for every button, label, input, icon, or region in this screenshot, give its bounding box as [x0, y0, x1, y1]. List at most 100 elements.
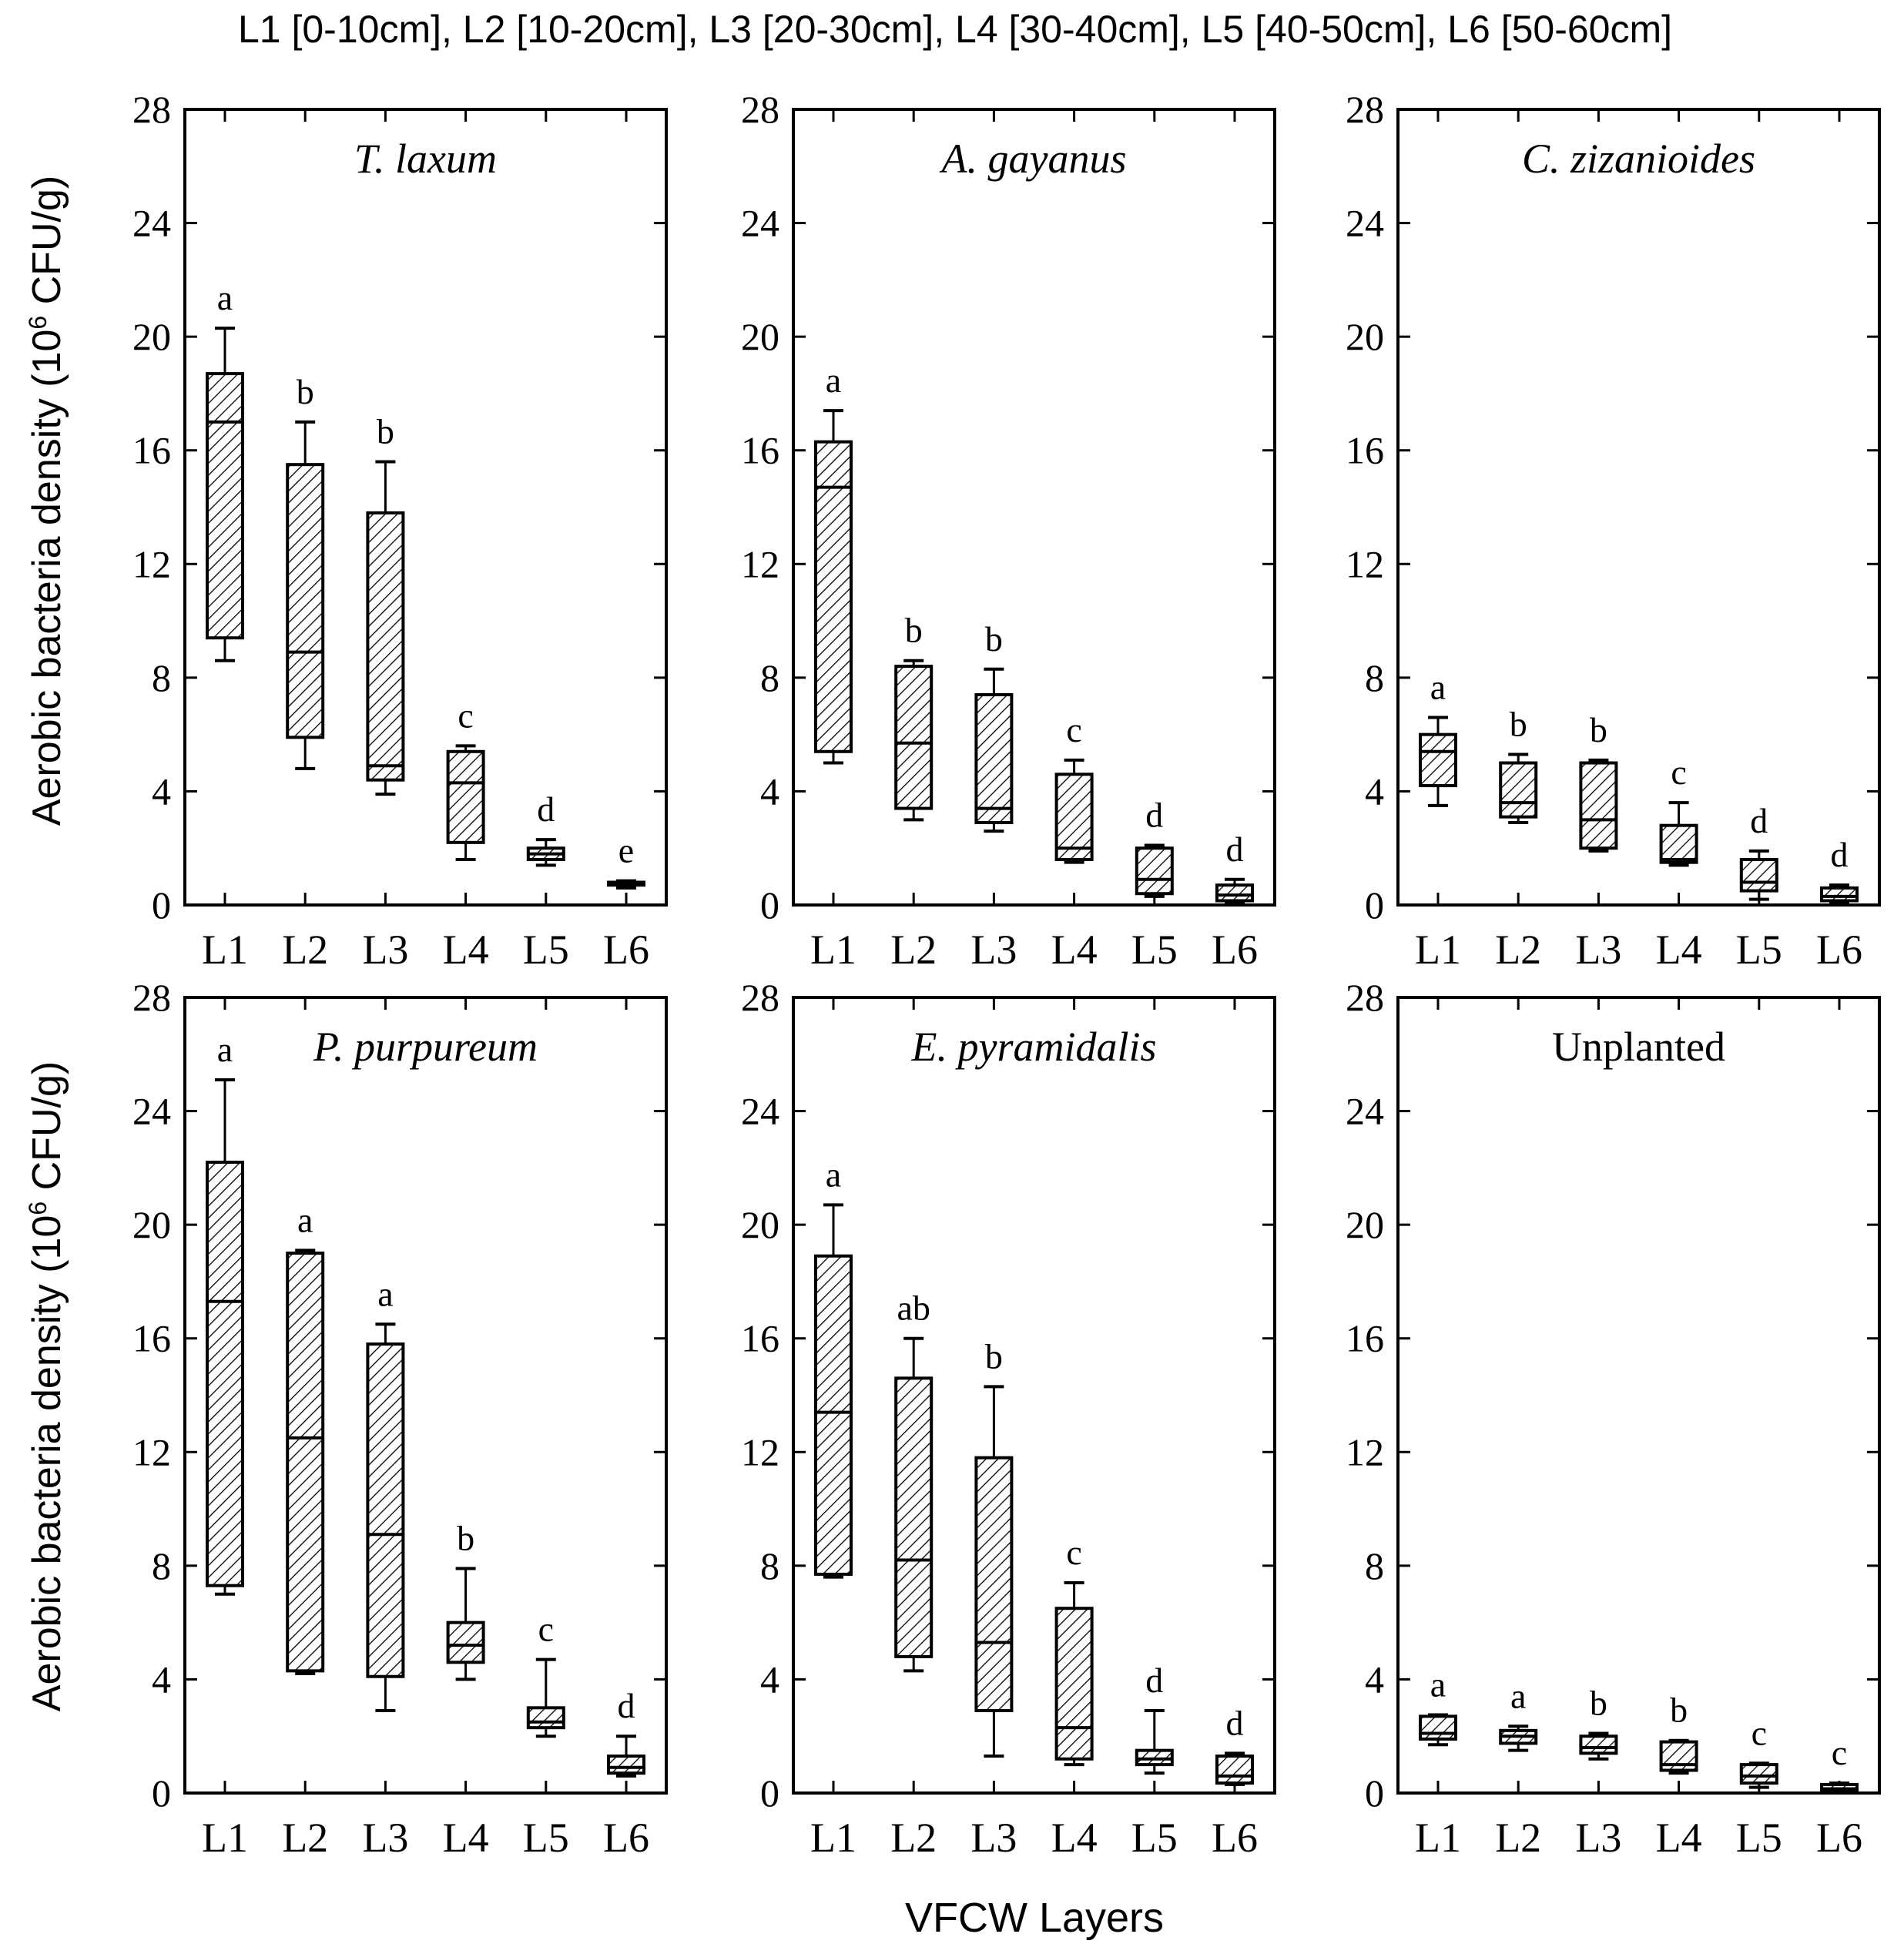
panel-title: P. purpureum	[313, 1024, 538, 1070]
box-L2: a	[1499, 1676, 1538, 1752]
y-tick-label: 24	[132, 202, 171, 245]
y-tick-label: 4	[760, 1657, 779, 1701]
box-iqr	[1215, 883, 1254, 903]
y-tick-label: 28	[1346, 976, 1384, 1019]
significance-letter: a	[217, 278, 233, 317]
box-L1: a	[814, 1155, 853, 1579]
box-L6: c	[1820, 1733, 1859, 1794]
plot-frame	[792, 108, 1276, 907]
y-tick-label: 12	[741, 1430, 779, 1473]
box-iqr	[1739, 857, 1778, 893]
box-iqr	[814, 1254, 853, 1576]
y-tick-label: 16	[132, 1317, 171, 1360]
chart-panel-1: 0 4 8 12 16 20 24 28 L1 L2 L3 L4 L5 L6 T. laxum a b b c d e	[132, 88, 668, 973]
significance-letter: d	[1226, 1703, 1244, 1742]
box-iqr	[1215, 1755, 1254, 1785]
box-iqr	[1579, 1734, 1618, 1755]
panel-title: E. pyramidalis	[911, 1024, 1157, 1070]
box-L6: d	[607, 1686, 645, 1778]
box-iqr	[366, 511, 405, 782]
x-tick-label: L3	[970, 1815, 1017, 1861]
chart-panel-5: 0 4 8 12 16 20 24 28 L1 L2 L3 L4 L5 L6 E. pyramidalis a…	[741, 976, 1276, 1861]
box-L5: d	[1135, 796, 1174, 898]
y-tick-label: 24	[132, 1090, 171, 1133]
x-tick-label: L6	[603, 1815, 649, 1861]
x-tick-label: L1	[810, 927, 856, 973]
plot-frame	[1396, 996, 1881, 1795]
box-L2: b	[286, 372, 325, 770]
box-iqr	[1419, 1714, 1457, 1741]
x-axis-label: VFCW Layers	[905, 1895, 1164, 1941]
y-tick-label: 8	[760, 1544, 779, 1587]
box-iqr	[446, 749, 485, 844]
y-tick-label: 28	[132, 88, 171, 131]
y-tick-label: 24	[741, 1090, 779, 1133]
significance-letter: c	[1671, 752, 1686, 792]
x-tick-label: L2	[890, 1815, 937, 1861]
x-tick-label: L5	[523, 1815, 569, 1861]
box-iqr	[1739, 1763, 1778, 1785]
plot-frame	[1396, 108, 1881, 907]
x-tick-label: L6	[1212, 927, 1258, 973]
y-tick-label: 16	[741, 429, 779, 472]
y-tick-label: 4	[1365, 769, 1384, 813]
y-tick-label: 20	[132, 315, 171, 358]
box-iqr	[894, 1376, 934, 1658]
y-tick-label: 0	[760, 1771, 779, 1815]
y-tick-label: 12	[741, 542, 779, 585]
y-tick-label: 12	[132, 1430, 171, 1473]
box-L5: c	[1739, 1713, 1778, 1789]
y-axis-label-bottom: Aerobic bacteria density (106 CFU/g)	[24, 1061, 69, 1711]
box-iqr	[974, 1456, 1014, 1713]
box-iqr	[1499, 761, 1538, 819]
y-tick-label: 8	[760, 656, 779, 699]
y-tick-label: 12	[1346, 542, 1384, 585]
significance-letter: a	[217, 1030, 233, 1069]
box-L1: a	[1419, 1665, 1457, 1747]
y-axis-label-exponent: 6	[24, 316, 52, 330]
significance-letter: a	[826, 1155, 841, 1194]
x-tick-label: L2	[890, 927, 937, 973]
y-tick-label: 16	[1346, 1317, 1384, 1360]
significance-letter: d	[1145, 1661, 1163, 1700]
x-tick-label: L5	[1131, 927, 1178, 973]
box-L3: b	[366, 411, 405, 796]
box-L1: a	[1419, 668, 1457, 807]
y-tick-label: 16	[1346, 429, 1384, 472]
x-tick-label: L4	[443, 927, 489, 973]
x-tick-label: L1	[202, 927, 248, 973]
x-tick-label: L2	[1495, 927, 1541, 973]
x-tick-label: L4	[1656, 927, 1702, 973]
y-axis-label-exponent: 6	[24, 1202, 52, 1215]
y-tick-label: 24	[741, 202, 779, 245]
box-iqr	[1054, 1607, 1094, 1761]
box-L1: a	[206, 1030, 244, 1596]
significance-letter: c	[458, 695, 473, 735]
y-tick-label: 4	[1365, 1657, 1384, 1701]
x-tick-label: L4	[1656, 1815, 1702, 1861]
box-iqr	[286, 1252, 325, 1673]
x-tick-label: L3	[1575, 927, 1621, 973]
box-L3: a	[366, 1274, 405, 1713]
significance-letter: a	[1430, 1665, 1446, 1704]
significance-letter: b	[377, 411, 394, 451]
x-tick-label: L6	[1212, 1815, 1258, 1861]
box-L4: c	[1054, 1533, 1094, 1767]
box-L6: d	[1215, 1703, 1254, 1786]
y-tick-label: 8	[1365, 1544, 1384, 1587]
y-tick-label: 28	[741, 976, 779, 1019]
significance-letter: c	[1751, 1713, 1767, 1752]
significance-letter: d	[618, 1686, 635, 1725]
x-tick-label: L4	[443, 1815, 489, 1861]
x-tick-label: L5	[523, 927, 569, 973]
box-iqr	[1659, 823, 1698, 864]
y-tick-label: 8	[1365, 656, 1384, 699]
box-iqr	[1135, 846, 1174, 896]
y-axis-label-text: Aerobic bacteria density (10	[25, 330, 69, 826]
significance-letter: d	[1145, 796, 1163, 835]
box-L1: a	[206, 278, 244, 662]
box-iqr	[974, 692, 1014, 825]
x-tick-label: L4	[1051, 927, 1098, 973]
